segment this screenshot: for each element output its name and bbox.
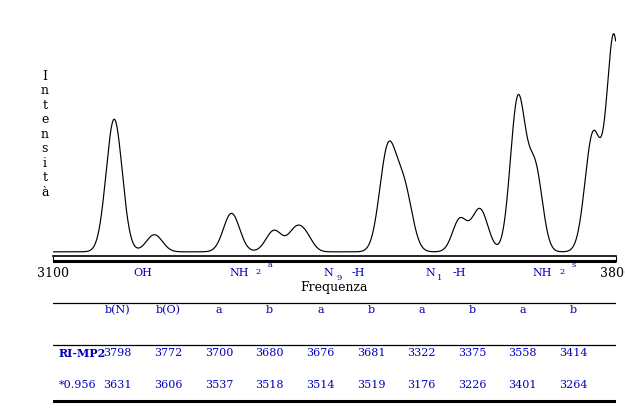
Text: 3676: 3676 bbox=[306, 348, 334, 358]
Text: NH: NH bbox=[229, 268, 249, 278]
Text: 3264: 3264 bbox=[559, 380, 588, 390]
Text: 3680: 3680 bbox=[256, 348, 284, 358]
Text: -H: -H bbox=[351, 268, 365, 278]
Text: 9: 9 bbox=[336, 274, 341, 282]
Text: *0.956: *0.956 bbox=[59, 380, 96, 390]
Text: 3414: 3414 bbox=[559, 348, 588, 358]
Text: 2: 2 bbox=[559, 268, 565, 276]
Text: 3772: 3772 bbox=[154, 348, 182, 358]
Text: 3514: 3514 bbox=[306, 380, 334, 390]
Text: a: a bbox=[317, 305, 324, 315]
Text: 3375: 3375 bbox=[458, 348, 486, 358]
Text: 3401: 3401 bbox=[509, 380, 537, 390]
Text: 1: 1 bbox=[438, 274, 442, 282]
Text: 3798: 3798 bbox=[104, 348, 132, 358]
Text: 2: 2 bbox=[256, 268, 261, 276]
X-axis label: Frequenza: Frequenza bbox=[301, 281, 368, 294]
Text: 3558: 3558 bbox=[509, 348, 537, 358]
Text: s: s bbox=[572, 261, 576, 268]
Text: RI-MP2: RI-MP2 bbox=[59, 348, 106, 359]
Text: b(N): b(N) bbox=[105, 305, 131, 315]
Text: a: a bbox=[216, 305, 222, 315]
Text: b: b bbox=[368, 305, 374, 315]
Text: 3322: 3322 bbox=[408, 348, 436, 358]
Text: -H: -H bbox=[452, 268, 466, 278]
Text: b: b bbox=[266, 305, 273, 315]
Text: 3226: 3226 bbox=[458, 380, 486, 390]
Text: 3176: 3176 bbox=[408, 380, 436, 390]
Text: 3681: 3681 bbox=[357, 348, 385, 358]
Text: N: N bbox=[324, 268, 334, 278]
Text: NH: NH bbox=[532, 268, 552, 278]
Text: 3700: 3700 bbox=[205, 348, 233, 358]
Text: N: N bbox=[425, 268, 435, 278]
Text: 3537: 3537 bbox=[205, 380, 233, 390]
Text: b: b bbox=[469, 305, 476, 315]
Text: a: a bbox=[418, 305, 425, 315]
Text: 3518: 3518 bbox=[256, 380, 284, 390]
Text: b: b bbox=[570, 305, 577, 315]
Text: a: a bbox=[268, 261, 272, 268]
Text: b(O): b(O) bbox=[156, 305, 181, 315]
Text: 3606: 3606 bbox=[154, 380, 182, 390]
Text: 3631: 3631 bbox=[104, 380, 132, 390]
Text: a: a bbox=[519, 305, 526, 315]
Y-axis label: I
n
t
e
n
s
i
t
à: I n t e n s i t à bbox=[41, 70, 49, 199]
Text: 3519: 3519 bbox=[357, 380, 385, 390]
Text: OH: OH bbox=[134, 268, 152, 278]
